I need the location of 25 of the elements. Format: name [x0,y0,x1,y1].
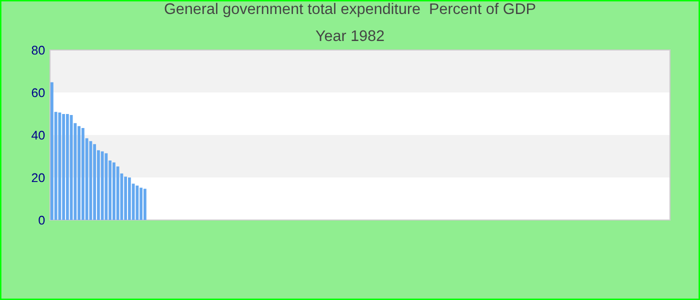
y-tick-label: 80 [32,46,45,55]
bar [70,115,73,220]
bar [50,82,54,220]
bar [104,153,108,220]
bar [136,186,139,220]
chart-title: General government total expenditure Percent of GDP [164,2,536,18]
y-tick-label: 20 [32,173,45,182]
bar [100,151,104,220]
bar [116,166,120,220]
bar [143,188,146,220]
chart-subtitle: Year 1982 [316,30,384,42]
y-tick-label: 40 [32,130,45,140]
bar [58,112,62,220]
bar [128,178,131,220]
bar [140,188,143,220]
bar [66,114,69,220]
bar [124,176,128,220]
bar [89,141,92,220]
bar [78,126,81,220]
y-tick-label: 0 [38,216,45,225]
bar [62,114,66,220]
bar [93,144,96,220]
y-tick-label: 60 [32,88,45,98]
bar [112,162,116,220]
bar [81,128,84,220]
